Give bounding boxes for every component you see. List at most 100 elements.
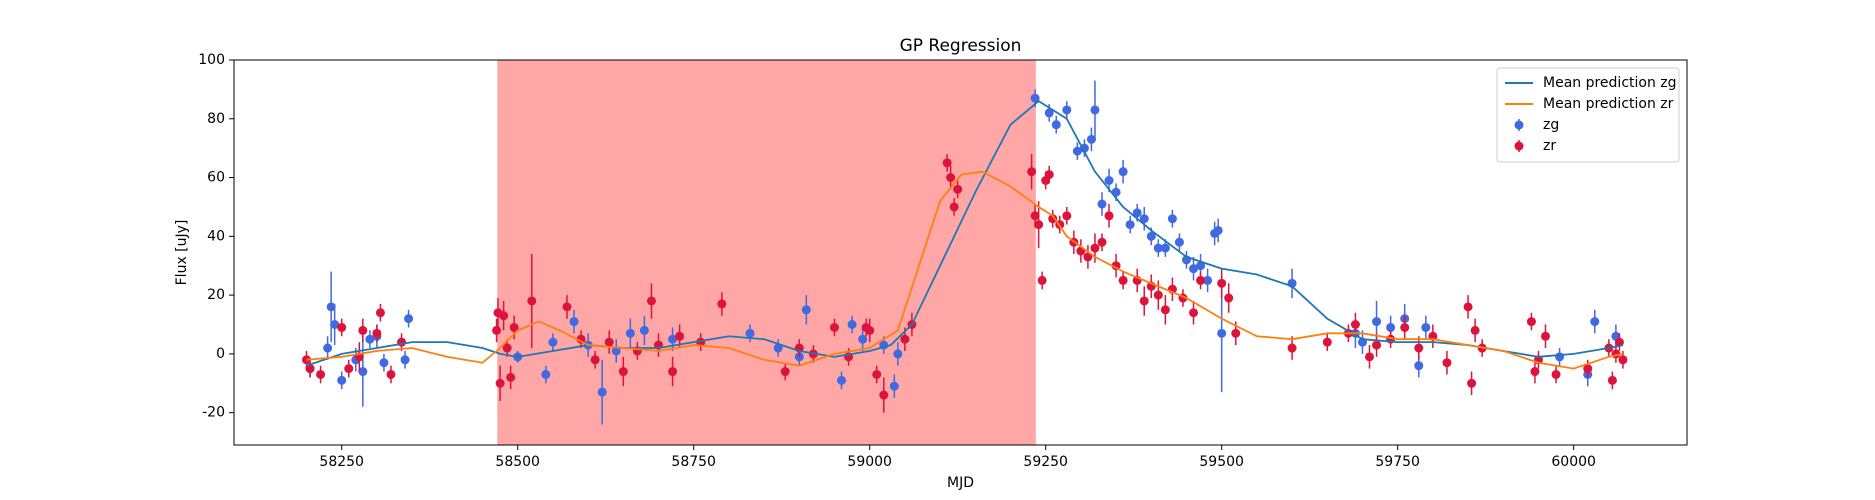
legend-label: Mean prediction zg <box>1543 75 1677 91</box>
data-point <box>365 334 375 344</box>
data-point <box>1551 369 1561 379</box>
data-point <box>1104 211 1114 221</box>
data-point <box>502 343 512 353</box>
data-point <box>1322 337 1332 347</box>
y-tick-label: 100 <box>198 52 225 68</box>
data-point <box>1189 264 1199 274</box>
data-point <box>872 369 882 379</box>
data-point <box>527 296 537 306</box>
data-point <box>1072 146 1082 156</box>
data-point <box>305 364 315 374</box>
data-point <box>1090 243 1100 253</box>
x-tick-label: 59500 <box>1199 454 1244 470</box>
data-point <box>344 364 354 374</box>
data-point <box>1044 108 1054 118</box>
data-point <box>1555 352 1565 362</box>
data-point <box>717 299 727 309</box>
legend-label: zg <box>1543 117 1559 133</box>
data-point <box>492 325 502 335</box>
x-tick-label: 58500 <box>495 454 540 470</box>
data-point <box>942 158 952 168</box>
data-point <box>1167 214 1177 224</box>
data-point <box>900 334 910 344</box>
data-point <box>337 322 347 332</box>
data-point <box>1125 220 1135 230</box>
data-point <box>1034 220 1044 230</box>
data-point <box>404 314 414 324</box>
data-point <box>1104 175 1114 185</box>
data-point <box>1090 105 1100 115</box>
data-point <box>865 325 875 335</box>
data-point <box>379 358 389 368</box>
data-point <box>495 378 505 388</box>
data-point <box>1217 278 1227 288</box>
data-point <box>893 349 903 359</box>
data-point <box>1365 352 1375 362</box>
data-point <box>1118 275 1128 285</box>
data-point <box>1160 305 1170 315</box>
data-point <box>1590 317 1600 327</box>
data-point <box>1372 340 1382 350</box>
data-point <box>1189 308 1199 318</box>
data-point <box>316 369 326 379</box>
data-point <box>1213 225 1223 235</box>
data-point <box>1196 261 1206 271</box>
y-axis-label: Flux [uJy] <box>174 220 190 286</box>
legend-label: Mean prediction zr <box>1543 96 1674 112</box>
legend-swatch <box>1514 141 1524 151</box>
data-point <box>1224 293 1234 303</box>
data-point <box>1442 358 1452 368</box>
data-point <box>780 367 790 377</box>
data-point <box>837 375 847 385</box>
data-point <box>1062 105 1072 115</box>
data-point <box>1097 237 1107 247</box>
data-point <box>1153 243 1163 253</box>
data-point <box>745 328 755 338</box>
data-point <box>400 355 410 365</box>
x-tick-label: 58250 <box>319 454 364 470</box>
data-point <box>879 390 889 400</box>
data-point <box>358 325 368 335</box>
x-tick-label: 59000 <box>847 454 892 470</box>
y-tick-label: 40 <box>207 228 225 244</box>
data-point <box>1030 93 1040 103</box>
shaded-region <box>497 60 1036 445</box>
data-point <box>1421 322 1431 332</box>
data-point <box>1132 208 1142 218</box>
data-point <box>375 308 385 318</box>
y-tick-label: 20 <box>207 287 225 303</box>
data-point <box>1541 331 1551 341</box>
data-point <box>1618 355 1628 365</box>
data-point <box>625 328 635 338</box>
data-point <box>646 296 656 306</box>
data-point <box>1048 214 1058 224</box>
data-point <box>1414 361 1424 371</box>
data-point <box>1463 302 1473 312</box>
data-point <box>597 387 607 397</box>
data-point <box>1139 214 1149 224</box>
data-point <box>604 337 614 347</box>
legend-box <box>1496 67 1680 163</box>
data-point <box>801 305 811 315</box>
data-point <box>576 334 586 344</box>
data-point <box>1044 170 1054 180</box>
data-point <box>1467 378 1477 388</box>
data-point <box>953 184 963 194</box>
x-tick-label: 60000 <box>1551 454 1596 470</box>
data-point <box>618 367 628 377</box>
data-point <box>668 334 678 344</box>
data-point <box>1037 275 1047 285</box>
data-point <box>1231 328 1241 338</box>
data-point <box>372 328 382 338</box>
data-point <box>569 317 579 327</box>
data-point <box>639 325 649 335</box>
y-tick-label: 0 <box>216 346 225 362</box>
chart-title: GP Regression <box>900 36 1022 56</box>
data-point <box>562 302 572 312</box>
data-point <box>1086 134 1096 144</box>
data-point <box>611 346 621 356</box>
data-point <box>1118 167 1128 177</box>
x-axis-label: MJD <box>947 475 974 491</box>
data-point <box>668 367 678 377</box>
